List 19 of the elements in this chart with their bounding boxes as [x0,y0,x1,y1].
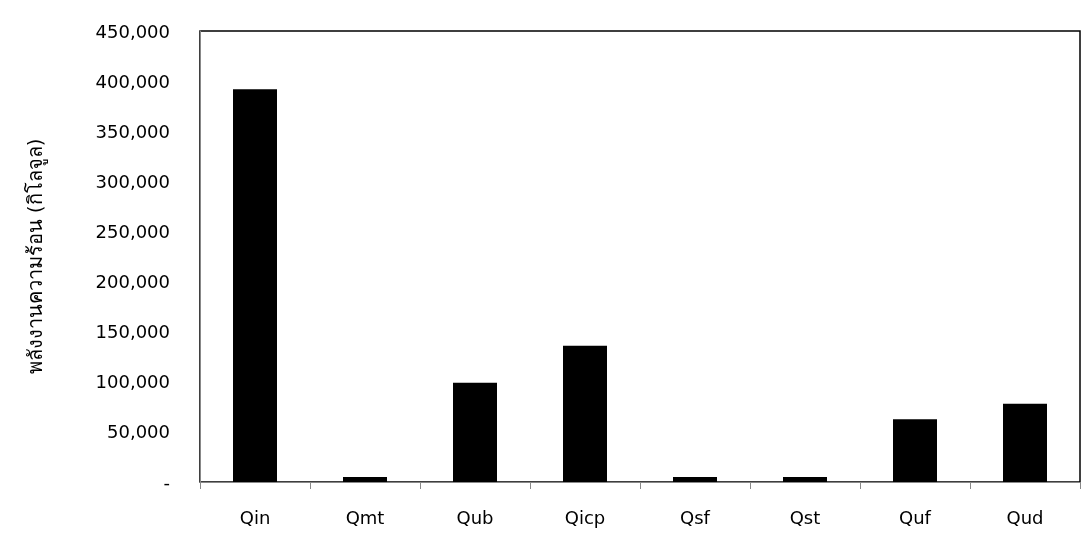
y-tick-label: 150,000 [95,321,170,343]
y-tick-label: 50,000 [107,421,170,443]
y-tick-label: 200,000 [95,271,170,293]
x-tick-label: Qin [239,506,271,528]
x-tick-label: Qub [456,506,494,528]
x-tick-label: Qicp [564,506,606,528]
y-tick-label: 400,000 [95,70,170,92]
y-tick-label: 450,000 [95,20,170,42]
x-tick-label: Qst [789,506,821,528]
x-tick-label: Quf [899,506,932,528]
y-axis-title: พลังงานความร้อน (กิโลจูล) [23,138,48,375]
x-tick-label: Qsf [680,506,711,528]
y-tick-label: 250,000 [95,220,170,242]
y-tick-label: 350,000 [95,120,170,142]
x-tick-label: Qmt [345,506,385,528]
y-tick-label: - [163,471,170,493]
y-tick-label: 100,000 [95,371,170,393]
x-tick-label: Qud [1006,506,1044,528]
y-tick-label: 300,000 [95,170,170,192]
